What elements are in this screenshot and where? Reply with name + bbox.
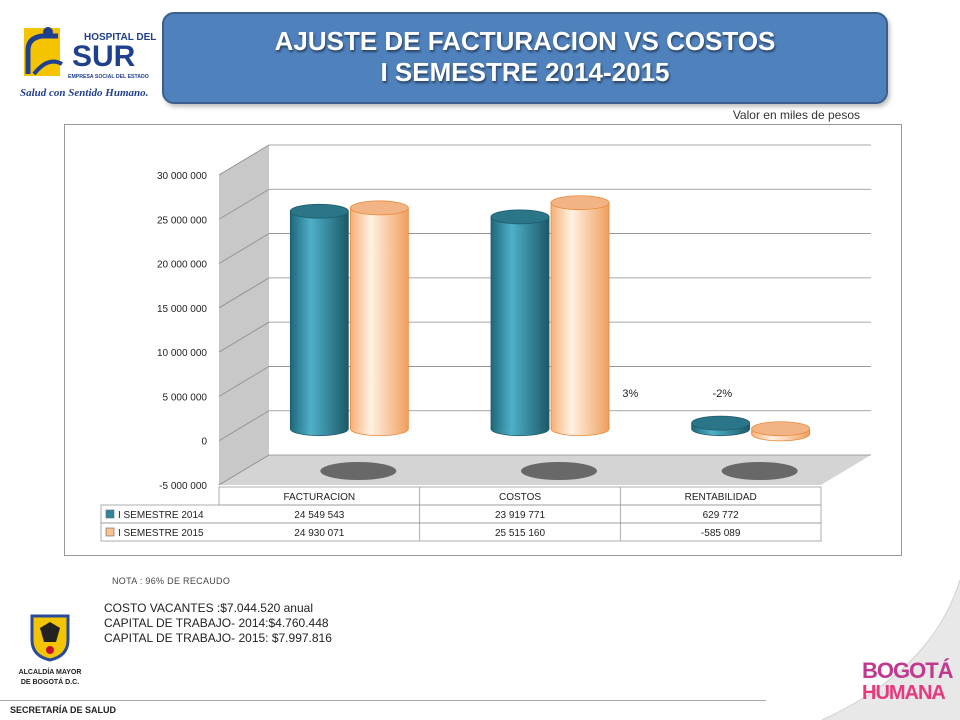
note-vacancy-cost: COSTO VACANTES :$7.044.520 anual [104,601,313,615]
table-series-row [100,522,822,542]
y-tick-label: 15 000 000 [157,304,207,315]
bar-shadow [521,462,597,480]
y-tick-label: 10 000 000 [157,348,207,359]
page-curl-decoration [821,580,960,720]
y-tick-label: 30 000 000 [157,171,207,182]
bar-top [751,421,811,437]
bar-top [550,195,610,211]
units-label: Valor en miles de pesos [732,108,860,122]
gridline-side [218,277,270,309]
bar-top [490,209,550,225]
table-cell-value: 629 772 [703,510,740,521]
y-tick-label: 20 000 000 [157,260,207,271]
page-subtitle: I SEMESTRE 2014-2015 [380,57,670,87]
table-cell-value: 24 930 071 [294,528,344,539]
bogota-humana-logo: BOGOTÁ HUMANA [862,658,954,712]
bar-shadow [721,462,798,480]
bogota-line1: BOGOTÁ [862,658,954,683]
gridline-side [218,454,270,486]
hospital-slogan: Salud con Sentido Humano. [20,87,148,99]
y-tick-label: 0 [201,437,207,448]
hospital-logo-icon: HOSPITAL DEL SUR EMPRESA SOCIAL DEL ESTA… [20,27,156,99]
bogota-line2: HUMANA [862,682,946,704]
bar-fill [551,202,609,429]
note-working-capital-2015: CAPITAL DE TRABAJO- 2015: $7.997.816 [104,631,332,645]
bar-chart: -5 000 000 0 5 000 000 10 000 000 15 000 000… [100,144,871,542]
gridline-side [218,233,270,264]
gridline-side [218,321,270,353]
bar-shadow [320,462,397,480]
legend-series-name: I SEMESTRE 2014 [118,510,204,521]
bar-fill [491,216,549,429]
table-cell-value: 25 515 160 [495,528,545,539]
rentabilidad-annotation: -2% [713,388,733,400]
hospital-name-line2: SUR [72,40,136,73]
bar-top [691,415,751,431]
page-title: AJUSTE DE FACTURACION VS COSTOS [274,26,776,56]
notes-block: COSTO VACANTES :$7.044.520 anual CAPITAL… [104,601,332,646]
table-cell-value: -585 089 [701,528,741,539]
hospital-name-line1: HOSPITAL DEL [84,32,156,43]
bar-top [349,200,409,216]
chart-frame: -5 000 000 0 5 000 000 10 000 000 15 000 000… [64,124,902,556]
collection-note: NOTA : 96% DE RECAUDO [112,576,231,586]
alcaldia-logo: ALCALDÍA MAYOR DE BOGOTÁ D.C. [14,612,86,694]
coat-of-arms-icon [30,614,70,662]
note-working-capital-2014: CAPITAL DE TRABAJO- 2014:$4.760.448 [104,616,329,630]
x-category-label: FACTURACION [283,492,355,503]
hospital-logo: HOSPITAL DEL SUR EMPRESA SOCIAL DEL ESTA… [18,20,158,104]
gridline-side [218,144,270,176]
bar-fill [351,207,408,429]
legend-series-name: I SEMESTRE 2015 [118,528,204,539]
table-cell-value: 24 549 543 [294,510,344,521]
table-cell-value: 23 919 771 [495,510,545,521]
bar-top [289,203,349,219]
x-category-label: RENTABILIDAD [685,492,757,503]
y-tick-label: 25 000 000 [157,215,207,226]
alcaldia-line2: DE BOGOTÁ D.C. [20,679,80,686]
y-tick-label: -5 000 000 [159,481,207,492]
legend-swatch [105,527,115,537]
x-category-label: COSTOS [499,492,541,503]
legend-swatch [105,509,115,519]
rentabilidad-annotation: 3% [622,388,638,400]
bar-fill [291,211,348,429]
gridline-side [218,410,270,442]
footer-divider [0,700,766,701]
chart-side-wall [219,145,269,485]
gridline-side [218,188,270,220]
y-tick-label: 5 000 000 [163,392,208,403]
hospital-subtitle: EMPRESA SOCIAL DEL ESTADO [68,74,149,80]
alcaldia-line1: ALCALDÍA MAYOR [18,669,82,676]
gridline-side [218,366,270,397]
footer-secretaria: SECRETARÍA DE SALUD [10,705,117,715]
title-banner: AJUSTE DE FACTURACION VS COSTOS I SEMEST… [162,12,888,104]
